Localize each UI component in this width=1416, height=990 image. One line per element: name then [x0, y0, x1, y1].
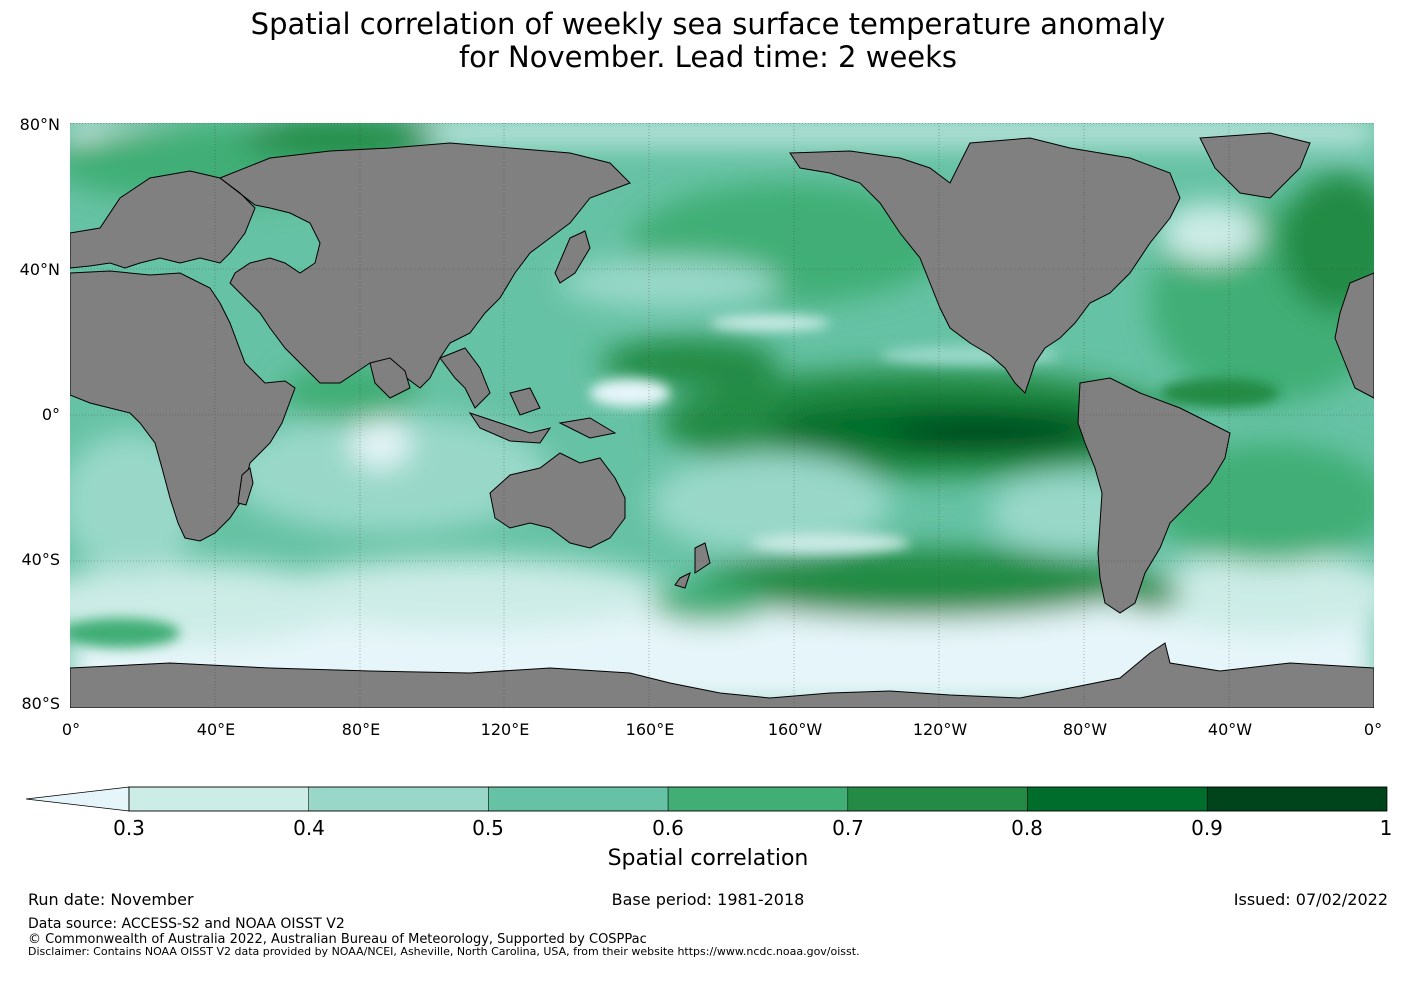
lat-tick-0: 0° — [41, 405, 60, 424]
south-america-land — [1077, 377, 1231, 614]
australia-land — [489, 452, 626, 549]
disclaimer: Disclaimer: Contains NOAA OISST V2 data … — [28, 945, 860, 958]
southeast-asia-land — [439, 347, 491, 409]
lon-tick-80e: 80°E — [341, 720, 381, 739]
colorbar-tick: 0.3 — [113, 816, 145, 840]
colorbar-label: Spatial correlation — [607, 846, 809, 871]
colorbar-outline — [128, 786, 1388, 812]
data-source: Data source: ACCESS-S2 and NOAA OISST V2 — [28, 916, 345, 932]
lon-tick-0-east: 0° — [1363, 720, 1383, 739]
indonesia-land — [468, 387, 617, 444]
colorbar-segment — [308, 786, 489, 812]
base-period: Base period: 1981-2018 — [611, 890, 805, 909]
colorbar-segment — [1206, 786, 1388, 812]
colorbar-extend-arrow — [26, 786, 130, 812]
lat-tick-80s: 80°S — [21, 694, 60, 713]
colorbar-tick: 0.8 — [1011, 816, 1043, 840]
colorbar-tick: 0.5 — [472, 816, 504, 840]
map-title: Spatial correlation of weekly sea surfac… — [0, 8, 1416, 74]
colorbar-segment — [128, 786, 309, 812]
issued-date: Issued: 07/02/2022 — [1233, 890, 1388, 909]
colorbar-tick: 0.9 — [1191, 816, 1223, 840]
land — [70, 132, 1374, 708]
colorbar-segment — [667, 786, 849, 812]
lat-tick-40s: 40°S — [21, 550, 60, 569]
india-land — [369, 357, 411, 399]
colorbar — [26, 786, 1388, 812]
lon-tick-120w: 120°W — [912, 720, 968, 739]
correlation-map — [70, 123, 1374, 708]
greenland-land — [1199, 132, 1311, 199]
copyright: © Commonwealth of Australia 2022, Austra… — [28, 932, 647, 947]
map-svg — [70, 123, 1374, 708]
run-date: Run date: November — [28, 890, 194, 909]
gridlines — [70, 123, 1374, 708]
title-line-1: Spatial correlation of weekly sea surfac… — [250, 7, 1166, 41]
colorbar-tick: 0.4 — [293, 816, 325, 840]
lon-tick-80w: 80°W — [1062, 720, 1108, 739]
colorbar-tick: 0.6 — [652, 816, 684, 840]
lon-tick-160e: 160°E — [625, 720, 675, 739]
lon-tick-40e: 40°E — [196, 720, 236, 739]
colorbar-segment — [847, 786, 1028, 812]
lat-tick-80n: 80°N — [19, 115, 60, 134]
correlation-detail — [70, 315, 1280, 648]
colorbar-tick: 0.7 — [832, 816, 864, 840]
colorbar-segment — [488, 786, 669, 812]
title-line-2: for November. Lead time: 2 weeks — [458, 40, 958, 74]
lon-tick-160w: 160°W — [767, 720, 823, 739]
north-america-land — [789, 137, 1181, 394]
colorbar-tick: 1 — [1379, 816, 1393, 840]
europe-east-edge-land — [1334, 272, 1374, 399]
lon-tick-0-west: 0° — [61, 720, 81, 739]
japan-land — [554, 230, 591, 284]
colorbar-segment — [1027, 786, 1208, 812]
madagascar-land — [237, 467, 254, 506]
new-zealand-land — [674, 542, 711, 589]
lon-tick-120e: 120°E — [480, 720, 530, 739]
lon-tick-40w: 40°W — [1207, 720, 1253, 739]
antarctica-land — [70, 642, 1374, 708]
lat-tick-40n: 40°N — [19, 260, 60, 279]
